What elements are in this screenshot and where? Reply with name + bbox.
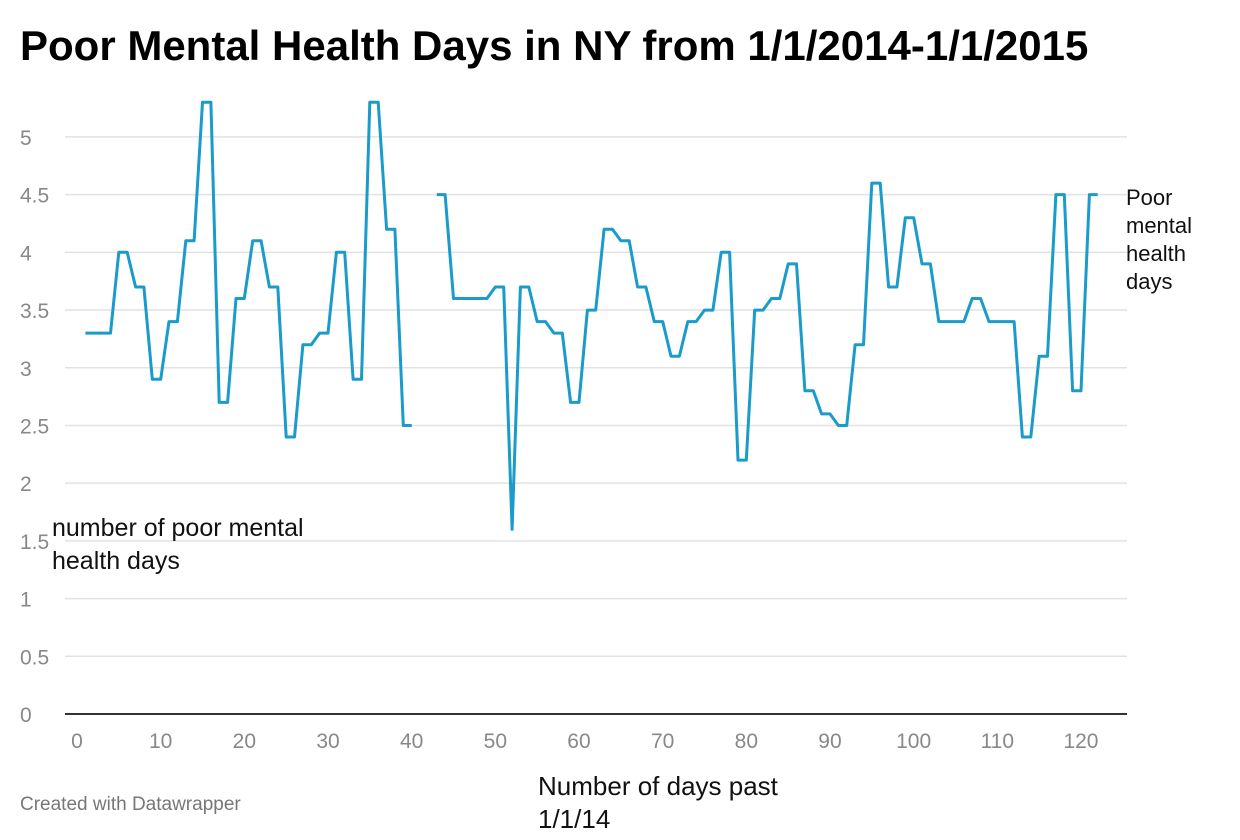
- y-tick-label: 3: [20, 358, 32, 381]
- y-tick-label: 0: [20, 704, 32, 727]
- x-axis-ticks: 0 10 20 30 40 50 60 70 80 90 100 110 120: [71, 730, 1098, 753]
- x-tick-label: 60: [567, 730, 590, 753]
- y-tick-label: 5: [20, 127, 32, 150]
- y-tick-label: 1: [20, 589, 32, 612]
- y-tick-label: 3.5: [20, 300, 49, 323]
- y-tick-label: 4.5: [20, 185, 49, 208]
- gridlines: [65, 136, 1127, 658]
- x-tick-label: 30: [316, 730, 339, 753]
- chart-title: Poor Mental Health Days in NY from 1/1/2…: [20, 22, 1089, 69]
- series-line-segment: [85, 100, 412, 439]
- x-axis-label: Number of days past 1/1/14: [538, 771, 778, 834]
- x-tick-label: 50: [484, 730, 507, 753]
- x-tick-label: 80: [735, 730, 758, 753]
- x-tick-label: 0: [71, 730, 83, 753]
- x-tick-label: 100: [896, 730, 931, 753]
- x-tick-label: 90: [818, 730, 841, 753]
- x-tick-label: 120: [1063, 730, 1098, 753]
- series-line-segment: [436, 181, 1098, 531]
- series-lines: [85, 100, 1098, 531]
- x-tick-label: 70: [651, 730, 674, 753]
- y-tick-label: 2: [20, 473, 32, 496]
- series-label: Poor mental health days: [1126, 185, 1193, 294]
- y-axis-ticks: 0 0.5 1 1.5 2 2.5 3 3.5 4 4.5 5: [20, 127, 49, 727]
- footer-credit: Created with Datawrapper: [20, 794, 241, 815]
- y-tick-label: 0.5: [20, 646, 49, 669]
- x-tick-label: 20: [233, 730, 256, 753]
- y-axis-label: number of poor mental health days: [52, 514, 304, 575]
- y-tick-label: 2.5: [20, 415, 49, 438]
- x-tick-label: 110: [981, 730, 1014, 753]
- x-tick-label: 10: [149, 730, 172, 753]
- x-tick-label: 40: [400, 730, 423, 753]
- y-tick-label: 4: [20, 242, 32, 265]
- y-tick-label: 1.5: [20, 531, 49, 554]
